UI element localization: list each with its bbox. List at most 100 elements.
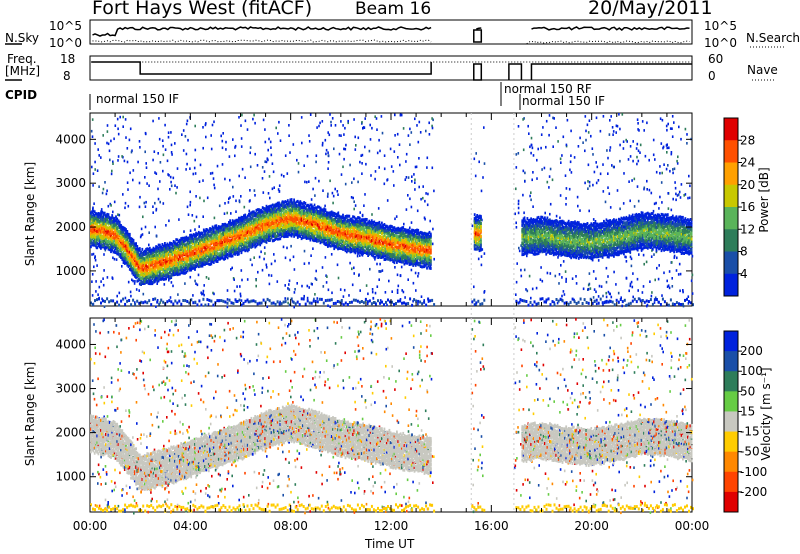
band-cell: [235, 228, 238, 232]
band-cell: [179, 272, 181, 276]
scatter-cell: [98, 285, 101, 289]
band-cell: [235, 232, 238, 236]
scatter-cell: [480, 255, 483, 258]
scatter-cell: [589, 287, 592, 290]
scatter-cell: [636, 142, 639, 146]
band-cell: [289, 219, 292, 223]
band-cell: [197, 236, 200, 240]
scatter-cell: [602, 294, 604, 298]
band-cell: [239, 236, 241, 240]
band-cell: [210, 242, 213, 246]
scatter-cell: [170, 151, 173, 154]
scatter-cell: [657, 277, 660, 281]
band-cell: [132, 261, 135, 265]
band-cell: [211, 251, 214, 255]
scatter-cell: [570, 171, 573, 174]
scatter-cell: [625, 255, 627, 259]
scatter-cell: [537, 147, 539, 151]
band-cell: [273, 208, 275, 212]
band-cell: [126, 258, 129, 262]
scatter-cell: [278, 120, 280, 124]
band-cell: [271, 219, 274, 223]
scatter-cell: [628, 289, 630, 293]
scatter-cell: [608, 292, 611, 295]
scatter-cell: [357, 180, 359, 184]
band-cell: [271, 239, 274, 243]
scatter-cell: [652, 209, 655, 213]
scatter-cell: [322, 285, 325, 288]
band-cell: [182, 249, 185, 253]
band-cell: [298, 216, 300, 220]
band-cell: [254, 217, 257, 221]
scatter-cell: [405, 208, 408, 211]
band-cell: [112, 240, 115, 244]
band-cell: [165, 277, 167, 281]
band-cell: [260, 216, 263, 220]
band-cell: [281, 220, 284, 223]
band-cell: [189, 258, 191, 262]
band-cell: [98, 241, 101, 245]
band-cell: [296, 212, 299, 216]
scatter-cell: [194, 279, 196, 283]
band-cell: [279, 215, 282, 219]
band-cell: [280, 219, 283, 223]
scatter-cell: [105, 192, 108, 196]
band-cell: [162, 256, 165, 260]
scatter-cell: [545, 301, 547, 304]
scatter-cell: [632, 159, 634, 163]
band-cell: [248, 219, 250, 223]
scatter-cell: [577, 145, 580, 148]
band-cell: [187, 258, 190, 262]
scatter-cell: [595, 302, 598, 306]
scatter-cell: [431, 166, 434, 170]
band-cell: [268, 229, 270, 233]
band-cell: [190, 267, 193, 270]
band-cell: [120, 253, 122, 257]
band-cell: [268, 230, 270, 234]
band-cell: [190, 259, 193, 263]
band-cell: [125, 249, 127, 253]
scatter-cell: [230, 212, 232, 215]
scatter-cell: [682, 290, 684, 294]
band-cell: [275, 234, 278, 238]
band-cell: [194, 256, 196, 260]
scatter-cell: [622, 202, 625, 205]
scatter-cell: [241, 113, 243, 117]
scatter-cell: [287, 287, 289, 290]
scatter-cell: [279, 300, 281, 304]
scatter-cell: [522, 118, 524, 121]
scatter-cell: [127, 280, 130, 284]
band-cell: [248, 224, 250, 228]
band-cell: [280, 210, 283, 214]
band-cell: [117, 250, 120, 253]
band-cell: [248, 244, 250, 248]
scatter-cell: [661, 294, 663, 297]
band-cell: [132, 265, 135, 269]
band-cell: [154, 253, 156, 257]
scatter-cell: [93, 265, 95, 269]
band-cell: [172, 258, 175, 262]
band-cell: [150, 282, 152, 286]
band-cell: [186, 247, 189, 251]
scatter-cell: [637, 149, 640, 153]
band-cell: [299, 235, 302, 238]
scatter-cell: [232, 138, 234, 141]
scatter-cell: [474, 174, 477, 178]
band-cell: [260, 225, 263, 229]
band-cell: [110, 250, 112, 254]
scatter-cell: [229, 196, 231, 199]
band-cell: [235, 236, 238, 240]
band-cell: [224, 254, 226, 258]
scatter-cell: [130, 294, 132, 298]
scatter-cell: [414, 178, 416, 182]
band-cell: [280, 234, 283, 238]
band-cell: [246, 231, 249, 235]
scatter-cell: [517, 125, 520, 128]
scatter-cell: [654, 158, 656, 161]
band-cell: [241, 224, 244, 228]
band-cell: [93, 231, 96, 235]
scatter-cell: [668, 146, 670, 150]
band-cell: [159, 272, 161, 276]
band-cell: [293, 226, 295, 230]
band-cell: [126, 263, 129, 267]
